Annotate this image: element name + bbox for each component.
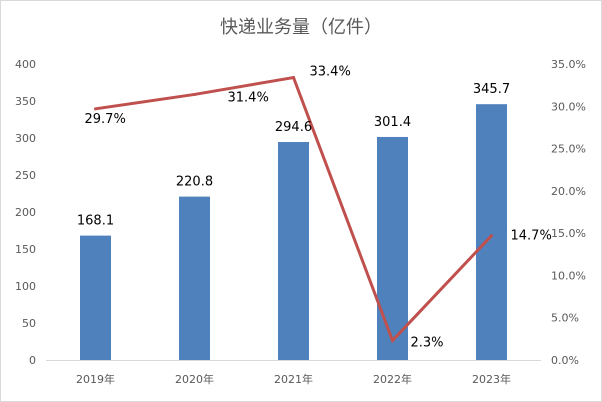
y-tick-label: 250 [15,169,36,182]
bar [179,196,210,360]
y2-tick-label: 0.0% [551,354,579,367]
y-tick-label: 50 [22,317,36,330]
bar-value-label: 345.7 [473,82,510,97]
left-axis: 0 50 100 150 200 250 300 350 400 [15,58,36,367]
y-tick-label: 0 [29,354,36,367]
y2-tick-label: 30.0% [551,100,586,113]
line-series [94,75,493,344]
y2-tick-label: 5.0% [551,312,579,325]
bar [377,136,408,360]
chart-title: 快递业务量（亿件） [220,17,382,38]
line-value-label: 33.4% [310,65,351,80]
y-tick-label: 350 [15,95,36,108]
bar [476,104,507,360]
bar-value-label: 220.8 [176,175,213,190]
x-tick-label: 2019年 [76,372,115,386]
line-data-labels: 29.7% 31.4% 33.4% 2.3% 14.7% [85,65,552,351]
line-point [391,339,394,343]
line-point [193,92,196,96]
bar-value-label: 301.4 [374,115,411,130]
y-tick-label: 400 [15,58,36,71]
y2-tick-label: 15.0% [551,227,586,240]
y-tick-label: 200 [15,206,36,219]
x-tick-label: 2022年 [373,372,412,386]
line-point [94,107,97,111]
x-tick-label: 2020年 [175,372,214,386]
line-point [490,234,493,238]
y2-tick-label: 20.0% [551,185,586,198]
x-tick-label: 2023年 [472,372,511,386]
y-tick-label: 100 [15,280,36,293]
bar [278,141,309,360]
line-value-label: 29.7% [85,112,126,127]
bar-series [80,104,507,360]
y-tick-label: 150 [15,243,36,256]
right-axis: 0.0% 5.0% 10.0% 15.0% 20.0% 25.0% 30.0% 35.0% [551,58,586,367]
y-tick-label: 300 [15,132,36,145]
y2-tick-label: 10.0% [551,269,586,282]
bar-value-label: 168.1 [77,214,114,229]
line-value-label: 31.4% [228,90,269,105]
x-axis: 2019年 2020年 2021年 2022年 2023年 [76,372,511,386]
line-point [292,76,295,80]
line-value-label: 14.7% [511,229,552,244]
y2-tick-label: 25.0% [551,143,586,156]
bar-value-label: 294.6 [275,120,312,135]
y2-tick-label: 35.0% [551,58,586,71]
line-value-label: 2.3% [411,336,444,351]
bar [80,235,111,360]
bar-data-labels: 168.1 220.8 294.6 301.4 345.7 [77,82,510,228]
x-tick-label: 2021年 [274,372,313,386]
